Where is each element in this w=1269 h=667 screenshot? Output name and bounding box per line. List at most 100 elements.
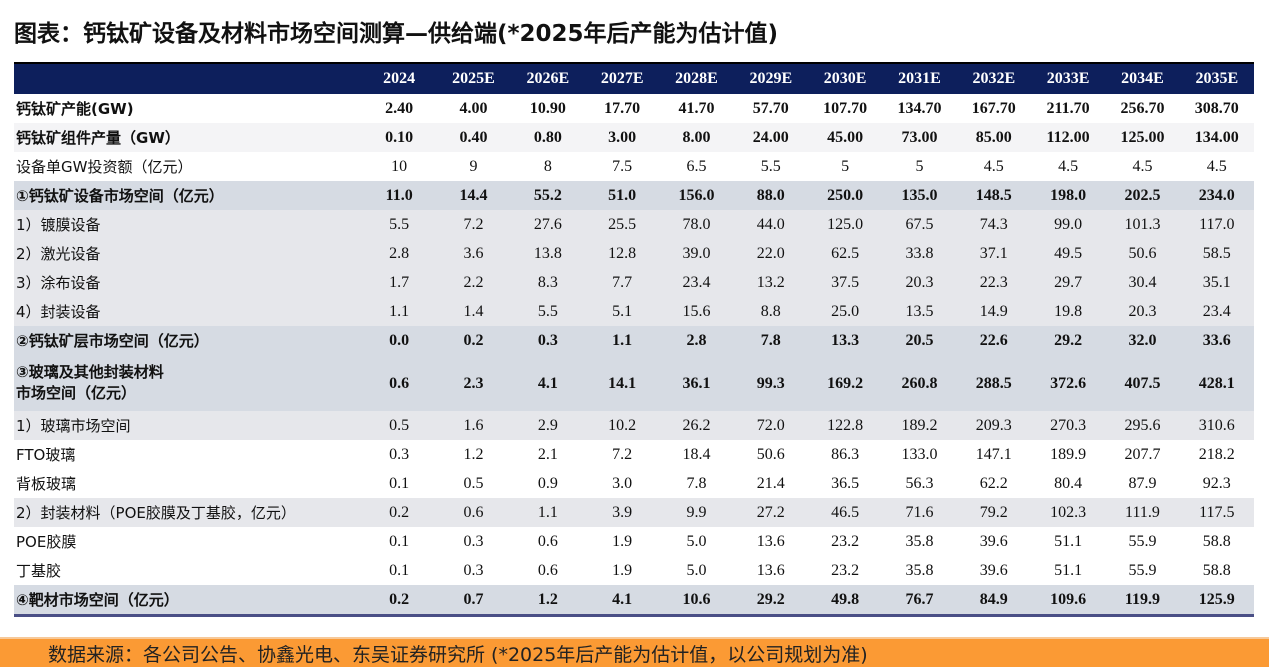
value-cell: 2.3	[436, 355, 511, 411]
row-label-text: 1）玻璃市场空间	[16, 417, 131, 435]
value-cell: 0.6	[362, 355, 437, 411]
value-cell: 0.1	[389, 474, 410, 492]
table-row: 钙钛矿产能(GW) 2.40 4.00 10.90 17.70 41.70 57.70 107…	[14, 94, 1254, 123]
value-cell: 10.90	[529, 99, 566, 117]
value-cell: 1.9	[612, 532, 633, 550]
value-cell: 202.5	[1105, 181, 1180, 210]
value-cell: 11.0	[362, 181, 437, 210]
value-cell: 24.00	[733, 123, 808, 152]
value-cell: 189.9	[1050, 445, 1087, 463]
value-cell: 44.0	[733, 210, 808, 239]
value-cell: 7.2	[612, 445, 633, 463]
table-row: 钙钛矿组件产量（GW） 0.10 0.40 0.80 3.00 8.00 24.00 45.0…	[14, 123, 1254, 152]
value-cell: 5.5	[760, 157, 781, 175]
value-cell: 4.5	[1206, 157, 1227, 175]
value-cell: 9.9	[659, 498, 734, 527]
column-header: 2029E	[733, 62, 808, 94]
value-cell: 49.8	[807, 585, 883, 617]
value-cell: 428.1	[1179, 355, 1254, 411]
page-title: 图表：钙钛矿设备及材料市场空间测算—供给端(*2025年后产能为估计值)	[14, 21, 779, 47]
value-cell: 10	[391, 157, 408, 175]
value-cell: 13.3	[807, 326, 883, 355]
row-label-text: 1）镀膜设备	[16, 216, 101, 234]
value-cell: 0.6	[436, 498, 511, 527]
row-label: 2）激光设备	[14, 239, 362, 268]
value-cell: 156.0	[659, 181, 734, 210]
value-cell: 17.70	[604, 99, 641, 117]
value-cell: 0.1	[389, 532, 410, 550]
source-footer: 数据来源：各公司公告、协鑫光电、东吴证券研究所 (*2025年后产能为估计值，以…	[0, 637, 1269, 667]
row-label: 3）涂布设备	[14, 268, 362, 297]
value-cell: 26.2	[659, 411, 734, 440]
value-cell: 32.0	[1105, 326, 1180, 355]
value-cell: 20.3	[882, 268, 957, 297]
value-cell: 76.7	[882, 585, 957, 617]
value-cell: 0.0	[362, 326, 437, 355]
value-cell: 2.8	[659, 326, 734, 355]
row-label: ③玻璃及其他封装材料 市场空间（亿元）	[14, 355, 362, 411]
value-cell: 19.8	[1030, 297, 1106, 326]
value-cell: 1.2	[510, 585, 585, 617]
value-cell: 39.0	[659, 239, 734, 268]
value-cell: 5.0	[686, 561, 707, 579]
value-cell: 119.9	[1105, 585, 1180, 617]
value-cell: 234.0	[1179, 181, 1254, 210]
value-cell: 84.9	[956, 585, 1031, 617]
value-cell: 49.5	[1030, 239, 1106, 268]
value-cell: 22.6	[956, 326, 1031, 355]
value-cell: 88.0	[733, 181, 808, 210]
table-row: ②钙钛矿层市场空间（亿元） 0.0 0.2 0.3 1.1 2.8 7.8 13.3 20.5 2…	[14, 326, 1254, 355]
value-cell: 148.5	[956, 181, 1031, 210]
value-cell: 134.00	[1179, 123, 1254, 152]
value-cell: 23.4	[1179, 297, 1254, 326]
column-header: 2025E	[436, 62, 511, 94]
value-cell: 2.1	[537, 445, 558, 463]
value-cell: 74.3	[956, 210, 1031, 239]
value-cell: 0.80	[510, 123, 585, 152]
value-cell: 133.0	[901, 445, 938, 463]
value-cell: 87.9	[1128, 474, 1157, 492]
value-cell: 117.5	[1179, 498, 1254, 527]
value-cell: 21.4	[756, 474, 785, 492]
value-cell: 23.2	[831, 561, 860, 579]
value-cell: 0.6	[537, 561, 558, 579]
value-cell: 20.3	[1105, 297, 1180, 326]
value-cell: 35.8	[905, 532, 934, 550]
table-row: ③玻璃及其他封装材料 市场空间（亿元） 0.6 2.3 4.1 14.1 36.1 99.3 1…	[14, 355, 1254, 411]
column-header: 2030E	[807, 62, 883, 94]
value-cell: 2.8	[362, 239, 437, 268]
value-cell: 0.3	[510, 326, 585, 355]
value-cell: 8.00	[659, 123, 734, 152]
value-cell: 57.70	[752, 99, 789, 117]
row-label: FTO玻璃	[14, 440, 362, 469]
row-label-text: 2）激光设备	[16, 245, 101, 263]
value-cell: 7.8	[733, 326, 808, 355]
row-label: 4）封装设备	[14, 297, 362, 326]
value-cell: 4.1	[584, 585, 660, 617]
value-cell: 0.5	[463, 474, 484, 492]
value-cell: 2.9	[510, 411, 585, 440]
value-cell: 1.7	[362, 268, 437, 297]
value-cell: 3.0	[612, 474, 633, 492]
value-cell: 4.5	[1132, 157, 1153, 175]
value-cell: 256.70	[1120, 99, 1165, 117]
value-cell: 51.1	[1054, 561, 1083, 579]
value-cell: 55.9	[1128, 561, 1157, 579]
value-cell: 92.3	[1202, 474, 1231, 492]
value-cell: 13.6	[756, 532, 785, 550]
value-cell: 169.2	[807, 355, 883, 411]
value-cell: 7.5	[612, 157, 633, 175]
value-cell: 22.3	[956, 268, 1031, 297]
value-cell: 2.2	[436, 268, 511, 297]
table-row: 1）玻璃市场空间 0.5 1.6 2.9 10.2 26.2 72.0 122.8 189.2 2…	[14, 411, 1254, 440]
value-cell: 122.8	[807, 411, 883, 440]
value-cell: 99.0	[1030, 210, 1106, 239]
row-label: 1）玻璃市场空间	[14, 411, 362, 440]
value-cell: 310.6	[1179, 411, 1254, 440]
value-cell: 125.00	[1105, 123, 1180, 152]
table-row: 1）镀膜设备 5.5 7.2 27.6 25.5 78.0 44.0 125.0 67.5 74.…	[14, 210, 1254, 239]
value-cell: 7.8	[686, 474, 707, 492]
value-cell: 8.3	[510, 268, 585, 297]
value-cell: 10.6	[659, 585, 734, 617]
value-cell: 308.70	[1194, 99, 1239, 117]
